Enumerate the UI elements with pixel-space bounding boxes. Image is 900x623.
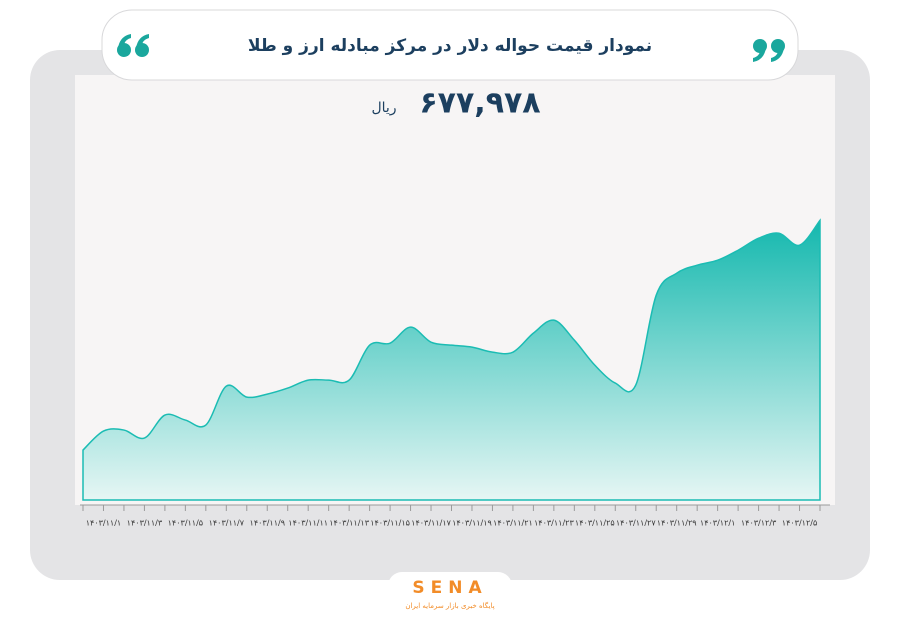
x-tick-label: ۱۴۰۳/۱۲/۳: [741, 519, 777, 528]
x-tick-label: ۱۴۰۳/۱۱/۱: [86, 519, 121, 528]
x-tick-label: ۱۴۰۳/۱۱/۱۱: [288, 519, 328, 528]
x-tick-label: ۱۴۰۳/۱۱/۷: [209, 519, 245, 528]
area: [82, 218, 821, 501]
x-tick-label: ۱۴۰۳/۱۱/۲۳: [534, 519, 574, 528]
headline-value: ۶۷۷,۹۷۸: [419, 86, 540, 121]
chart-title: نمودار قیمت حواله دلار در مرکز مبادله ار…: [248, 36, 652, 56]
logo-name: SENA: [412, 578, 487, 598]
quote-left: [117, 34, 149, 57]
logo-box: [388, 572, 512, 623]
x-tick-label: ۱۴۰۳/۱۱/۹: [250, 519, 285, 528]
x-tick-label: ۱۴۰۳/۱۱/۱۹: [452, 519, 492, 528]
x-tick-label: ۱۴۰۳/۱۱/۲۱: [493, 519, 533, 528]
x-tick-label: ۱۴۰۳/۱۱/۵: [168, 519, 203, 528]
x-tick-label: ۱۴۰۳/۱۲/۱: [700, 519, 735, 528]
x-tick-label: ۱۴۰۳/۱۱/۱۳: [329, 519, 369, 528]
x-tick-label: ۱۴۰۳/۱۱/۱۵: [370, 519, 410, 528]
x-tick-label: ۱۴۰۳/۱۱/۱۷: [411, 519, 451, 528]
headline-unit: ریال: [371, 100, 396, 116]
x-tick-label: ۱۴۰۳/۱۱/۲۹: [657, 519, 697, 528]
header-bar: [101, 9, 799, 81]
x-tick-label: ۱۴۰۳/۱۱/۲۷: [616, 519, 656, 528]
x-tick-label: ۱۴۰۳/۱۲/۵: [782, 519, 817, 528]
x-tick-label: ۱۴۰۳/۱۱/۲۵: [575, 519, 615, 528]
quote-right: [753, 39, 785, 62]
x-tick-label: ۱۴۰۳/۱۱/۳: [127, 519, 163, 528]
logo-tagline: پایگاه خبری بازار سرمایه ایران: [405, 601, 494, 610]
